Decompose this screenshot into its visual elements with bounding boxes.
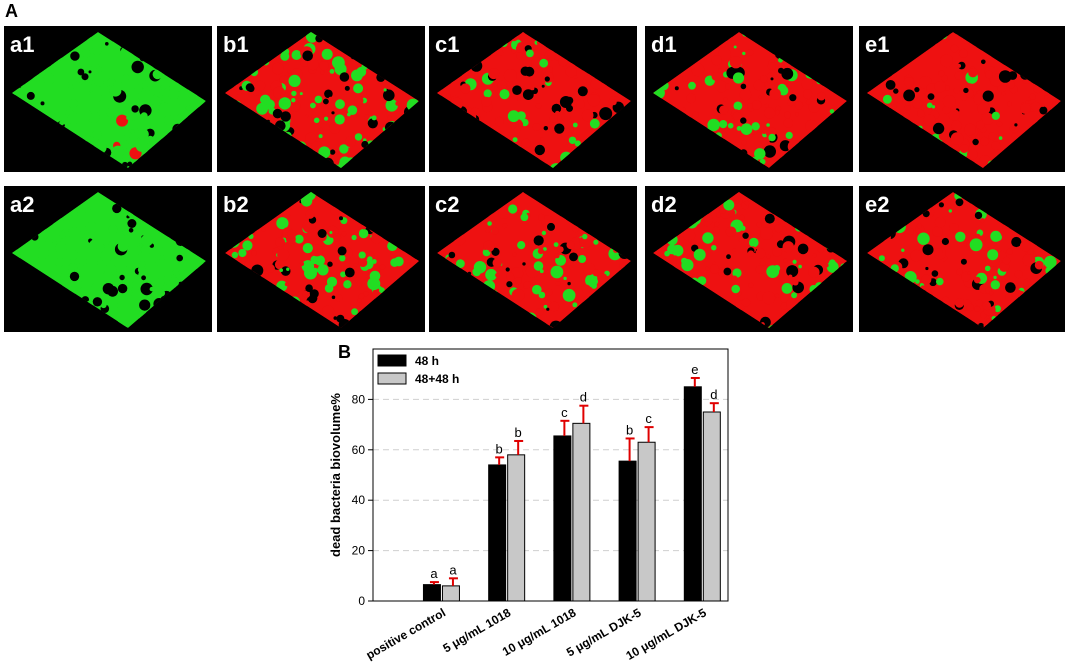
bar (442, 586, 459, 601)
y-tick-label: 80 (352, 392, 366, 406)
legend-label: 48+48 h (415, 372, 459, 386)
y-tick-label: 20 (352, 544, 366, 558)
biofilm-image-d1: d1 (645, 26, 853, 172)
tile-label: b1 (223, 32, 249, 58)
significance-letter: c (645, 411, 652, 426)
biofilm-image-a1: a1 (4, 26, 212, 172)
significance-letter: b (496, 441, 503, 456)
tile-label: d2 (651, 192, 677, 218)
y-tick-label: 40 (352, 493, 366, 507)
y-axis-label: dead bacteria biovolume% (328, 393, 343, 557)
biofilm-image-b1: b1 (217, 26, 425, 172)
tile-label: a1 (10, 32, 34, 58)
tile-label: d1 (651, 32, 677, 58)
bar (489, 465, 506, 601)
bar (573, 423, 590, 601)
y-tick-label: 0 (358, 594, 365, 608)
biofilm-image-d2: d2 (645, 186, 853, 332)
tile-label: c2 (435, 192, 459, 218)
tile-label: e2 (865, 192, 889, 218)
significance-letter: a (430, 566, 438, 581)
legend-swatch (378, 373, 406, 384)
bar (508, 455, 525, 601)
significance-letter: b (626, 422, 633, 437)
tile-label: c1 (435, 32, 459, 58)
legend-swatch (378, 355, 406, 366)
bar (619, 461, 636, 601)
tile-label: b2 (223, 192, 249, 218)
significance-letter: d (580, 390, 587, 405)
significance-letter: a (449, 562, 457, 577)
bar (703, 412, 720, 601)
bar (638, 442, 655, 601)
biofilm-image-e2: e2 (859, 186, 1065, 332)
biofilm-image-e1: e1 (859, 26, 1065, 172)
bar (684, 387, 701, 601)
significance-letter: b (515, 425, 522, 440)
biofilm-image-c1: c1 (429, 26, 637, 172)
x-tick-label: positive control (364, 605, 448, 662)
tile-label: e1 (865, 32, 889, 58)
biofilm-image-a2: a2 (4, 186, 212, 332)
plot-frame (373, 349, 728, 601)
significance-letter: e (691, 362, 698, 377)
biofilm-image-c2: c2 (429, 186, 637, 332)
biofilm-image-b2: b2 (217, 186, 425, 332)
legend-label: 48 h (415, 354, 439, 368)
bar (554, 436, 571, 601)
tile-label: a2 (10, 192, 34, 218)
panel-a-label: A (5, 1, 18, 22)
significance-letter: c (561, 405, 568, 420)
significance-letter: d (710, 387, 717, 402)
bar (423, 585, 440, 601)
y-tick-label: 60 (352, 443, 366, 457)
